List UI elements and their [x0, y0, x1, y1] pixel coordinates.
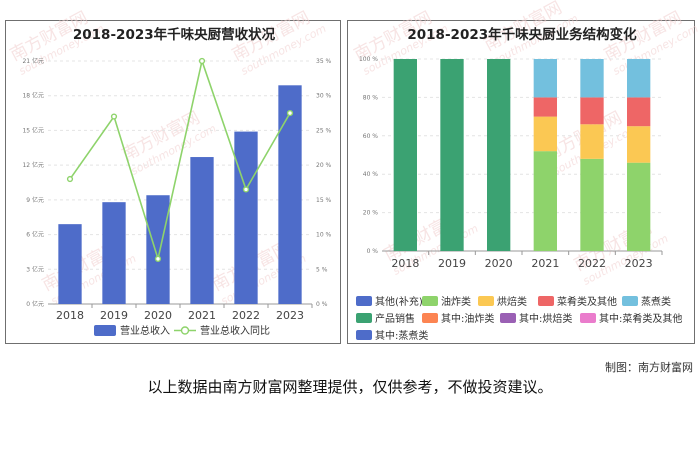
- bar-营业总收入: [146, 195, 170, 304]
- y-tick-label-right: 10 %: [316, 232, 332, 239]
- y-tick-label: 0 %: [367, 248, 379, 255]
- chart-title: 2018-2023年千味央厨营收状况: [73, 26, 276, 43]
- y-tick-label-left: 3 亿元: [26, 265, 44, 273]
- y-tick-label-left: 12 亿元: [22, 161, 44, 169]
- line-营业总收入同比: [69, 58, 291, 262]
- legend-swatch: [422, 296, 438, 306]
- line-point: [198, 57, 206, 65]
- bar-营业总收入: [278, 85, 302, 304]
- legend-swatch-bar: [94, 325, 116, 336]
- x-tick-label: 2020: [485, 257, 513, 270]
- legend-label: 其中:菜肴类及其他: [599, 312, 682, 325]
- legend-swatch: [478, 296, 494, 306]
- y-tick-label-right: 35 %: [316, 58, 332, 65]
- y-tick-label: 80 %: [363, 94, 379, 101]
- y-tick-label-left: 18 亿元: [22, 92, 44, 100]
- bar-segment-烘焙类: [533, 116, 557, 152]
- bar-segment-菜肴类及其他: [580, 97, 604, 125]
- bar-营业总收入: [190, 157, 214, 304]
- legend-label: 其中:油炸类: [441, 312, 494, 325]
- y-tick-label: 40 %: [363, 171, 379, 178]
- revenue-chart: 南方财富网southmoney.com南方财富网southmoney.com南方…: [7, 8, 332, 337]
- y-tick-label: 20 %: [363, 210, 379, 217]
- line-point: [66, 175, 74, 183]
- legend-swatch: [580, 313, 596, 323]
- legend-label: 菜肴类及其他: [557, 295, 617, 308]
- x-tick-label: 2019: [100, 309, 128, 322]
- bar-segment-油炸类: [627, 162, 651, 251]
- bar-segment-蒸煮类: [627, 59, 651, 98]
- y-tick-label-right: 25 %: [316, 127, 332, 134]
- x-tick-label: 2021: [531, 257, 559, 270]
- y-tick-label-left: 15 亿元: [22, 126, 44, 134]
- bar-segment-蒸煮类: [533, 59, 557, 98]
- disclaimer-text: 以上数据由南方财富网整理提供，仅供参考，不做投资建议。: [147, 378, 553, 396]
- legend-swatch: [422, 313, 438, 323]
- legend-swatch: [356, 313, 372, 323]
- y-tick-label: 60 %: [363, 133, 379, 140]
- legend-label: 其他(补充): [375, 295, 423, 308]
- legend-swatch: [622, 296, 638, 306]
- legend-label: 其中:烘焙类: [519, 312, 572, 325]
- chart-title: 2018-2023年千味央厨业务结构变化: [407, 26, 637, 43]
- legend-label: 营业总收入同比: [200, 324, 270, 337]
- line-point: [110, 113, 118, 120]
- y-tick-label-right: 20 %: [316, 162, 332, 169]
- bar-营业总收入: [102, 202, 126, 304]
- business-structure-chart-panel: 南方财富网 southmoney.com 南方财富网 southmoney.com 南方…: [347, 0, 700, 344]
- y-tick-label-left: 6 亿元: [26, 231, 44, 239]
- x-tick-label: 2022: [578, 257, 606, 270]
- bar-segment-产品销售: [393, 59, 417, 251]
- chart-credit: 制图：南方财富网: [605, 361, 693, 374]
- bar-segment-烘焙类: [580, 124, 604, 159]
- legend-label: 烘焙类: [497, 295, 527, 308]
- x-tick-label: 2018: [56, 309, 84, 322]
- bar-营业总收入: [234, 131, 258, 304]
- legend-swatch: [538, 296, 554, 306]
- x-tick-label: 2020: [144, 309, 172, 322]
- y-tick-label-right: 5 %: [316, 266, 328, 273]
- y-tick-label: 100 %: [359, 56, 378, 63]
- bar-segment-蒸煮类: [580, 59, 604, 98]
- bar-segment-烘焙类: [627, 126, 651, 163]
- line-point: [242, 186, 250, 193]
- bar-segment-产品销售: [487, 59, 511, 251]
- y-tick-label-left: 9 亿元: [26, 196, 44, 204]
- legend-swatch: [356, 330, 372, 340]
- x-tick-label: 2018: [391, 257, 419, 270]
- bar-segment-产品销售: [440, 59, 464, 251]
- y-tick-label-left: 21 亿元: [22, 57, 44, 65]
- line-point: [286, 109, 294, 117]
- legend-label: 产品销售: [375, 312, 415, 325]
- bar-segment-油炸类: [533, 151, 557, 251]
- bar-segment-菜肴类及其他: [533, 97, 557, 117]
- bar-营业总收入: [58, 224, 82, 304]
- revenue-chart-panel: 南方财富网 southmoney.com 南方财富网 southmoney.com 南方…: [5, 8, 341, 344]
- bar-segment-菜肴类及其他: [627, 97, 651, 127]
- y-tick-label-right: 30 %: [316, 93, 332, 100]
- line-point: [154, 255, 162, 262]
- y-tick-label-right: 0 %: [316, 301, 328, 308]
- bar-segment-油炸类: [580, 158, 604, 251]
- legend-label: 其中:蒸煮类: [375, 329, 428, 342]
- legend-swatch-point: [180, 326, 190, 335]
- y-tick-label-left: 0 亿元: [26, 300, 44, 308]
- y-tick-label-right: 15 %: [316, 197, 332, 204]
- legend-label: 油炸类: [441, 295, 471, 308]
- x-tick-label: 2023: [276, 309, 304, 322]
- x-tick-label: 2022: [232, 309, 260, 322]
- legend-label: 蒸煮类: [641, 295, 671, 308]
- legend-swatch: [356, 296, 372, 306]
- legend-label: 营业总收入: [120, 324, 170, 337]
- x-tick-label: 2019: [438, 257, 466, 270]
- x-tick-label: 2023: [625, 257, 653, 270]
- x-tick-label: 2021: [188, 309, 216, 322]
- legend-swatch: [500, 313, 516, 323]
